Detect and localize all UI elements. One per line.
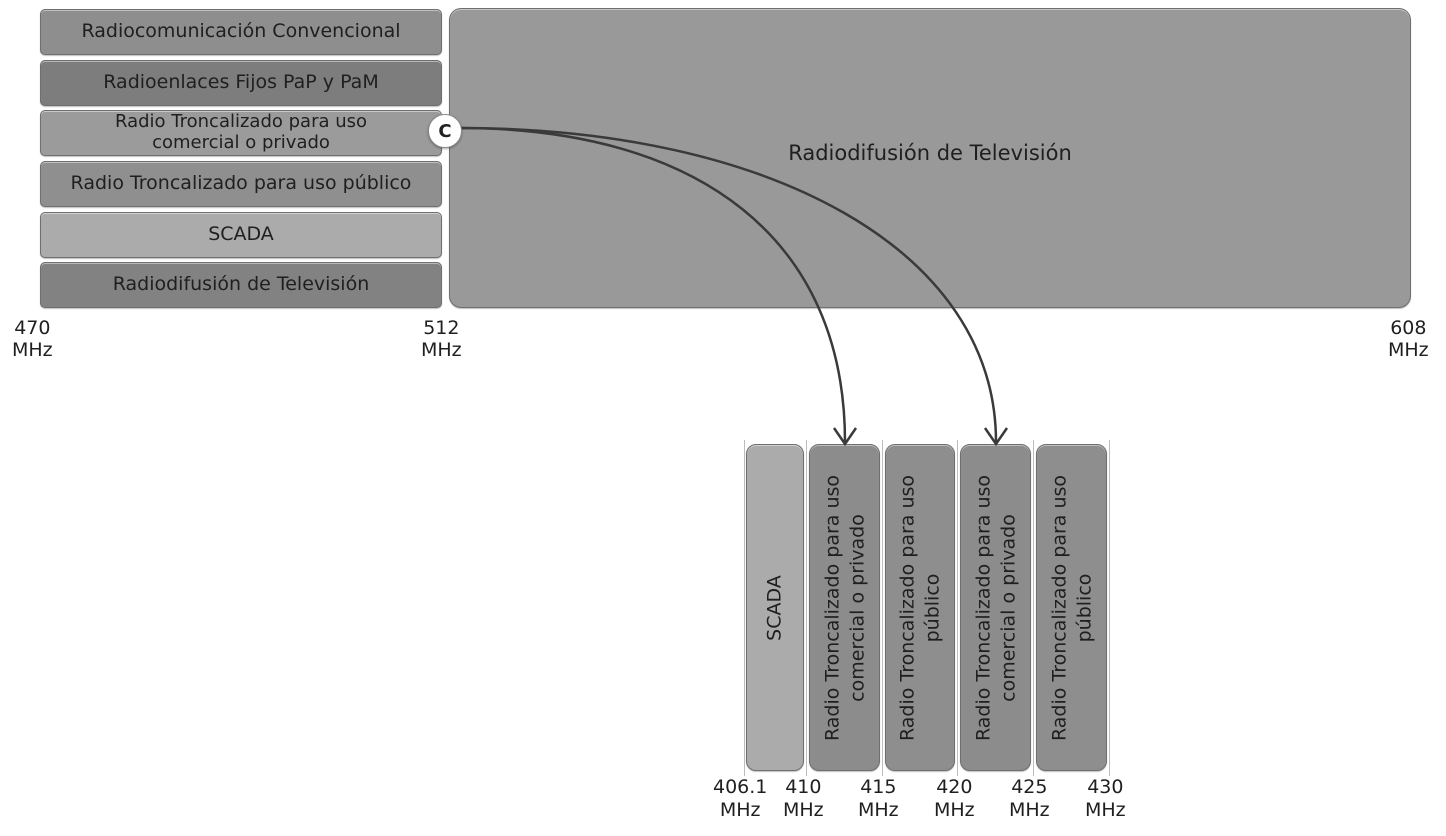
band-radiocomunicacion-convencional: Radiocomunicación Convencional [40, 9, 442, 55]
band-radioenlaces-fijos: Radioenlaces Fijos PaP y PaM [40, 60, 442, 106]
grid-line [806, 440, 807, 776]
arrow-to-420-425 [459, 126, 998, 443]
tick-unit: MHz [421, 338, 462, 361]
tick-value: 512 [423, 317, 460, 339]
marker-label: C [438, 120, 452, 142]
tick-unit: MHz [858, 798, 899, 821]
tick-512: 512 MHz [421, 317, 462, 362]
tick-unit: MHz [12, 338, 53, 361]
channel-troncalizado-publico-1: Radio Troncalizado para uso público [885, 444, 955, 771]
tick-value: 415 [860, 776, 897, 798]
tick-value: 420 [936, 776, 973, 798]
band-scada: SCADA [40, 212, 442, 258]
grid-line [1109, 440, 1110, 776]
tick-415: 415 MHz [858, 776, 899, 822]
tv-block-label: Radiodifusión de Televisión [788, 140, 1072, 165]
tick-406-1: 406.1 MHz [713, 776, 767, 822]
tick-value: 430 [1087, 776, 1124, 798]
channel-scada: SCADA [746, 444, 804, 771]
tick-unit: MHz [934, 798, 975, 821]
tick-410: 410 MHz [783, 776, 824, 822]
tick-unit: MHz [783, 798, 824, 821]
grid-line [957, 440, 958, 776]
arrowhead-icon [983, 427, 1009, 447]
tick-unit: MHz [1085, 798, 1126, 821]
channel-troncalizado-comercial-2: Radio Troncalizado para uso comercial o … [960, 444, 1031, 771]
band-label: SCADA [208, 223, 274, 246]
tick-value: 608 [1390, 317, 1427, 339]
band-label: Radiocomunicación Convencional [81, 20, 401, 43]
arrowhead-icon [832, 427, 858, 447]
channel-troncalizado-comercial-1: Radio Troncalizado para uso comercial o … [809, 444, 880, 771]
band-label: Radiodifusión de Televisión [112, 273, 370, 296]
band-troncalizado-publico: Radio Troncalizado para uso público [40, 161, 442, 207]
arrow-to-410-415 [459, 126, 847, 443]
tick-unit: MHz [719, 798, 761, 821]
grid-line [882, 440, 883, 776]
tick-value: 406.1 [713, 776, 768, 798]
band-troncalizado-comercial: Radio Troncalizado para uso comercial o … [40, 110, 442, 156]
tick-value: 410 [785, 776, 822, 798]
channel-troncalizado-publico-2: Radio Troncalizado para uso público [1036, 444, 1107, 771]
grid-line [744, 440, 745, 776]
tv-block: Radiodifusión de Televisión [449, 8, 1411, 308]
band-label: Radioenlaces Fijos PaP y PaM [103, 71, 379, 94]
band-label: Radio Troncalizado para uso comercial o … [114, 111, 368, 153]
tick-470: 470 MHz [12, 317, 53, 362]
grid-line [1033, 440, 1034, 776]
tick-430: 430 MHz [1085, 776, 1126, 822]
tick-420: 420 MHz [934, 776, 975, 822]
tick-425: 425 MHz [1009, 776, 1050, 822]
band-label: Radio Troncalizado para uso público [70, 172, 412, 195]
marker-c: C [428, 114, 462, 148]
tick-value: 425 [1011, 776, 1048, 798]
tick-value: 470 [14, 317, 51, 339]
band-radiodifusion-tv: Radiodifusión de Televisión [40, 262, 442, 308]
tick-608: 608 MHz [1388, 317, 1429, 362]
tick-unit: MHz [1388, 338, 1429, 361]
tick-unit: MHz [1009, 798, 1050, 821]
